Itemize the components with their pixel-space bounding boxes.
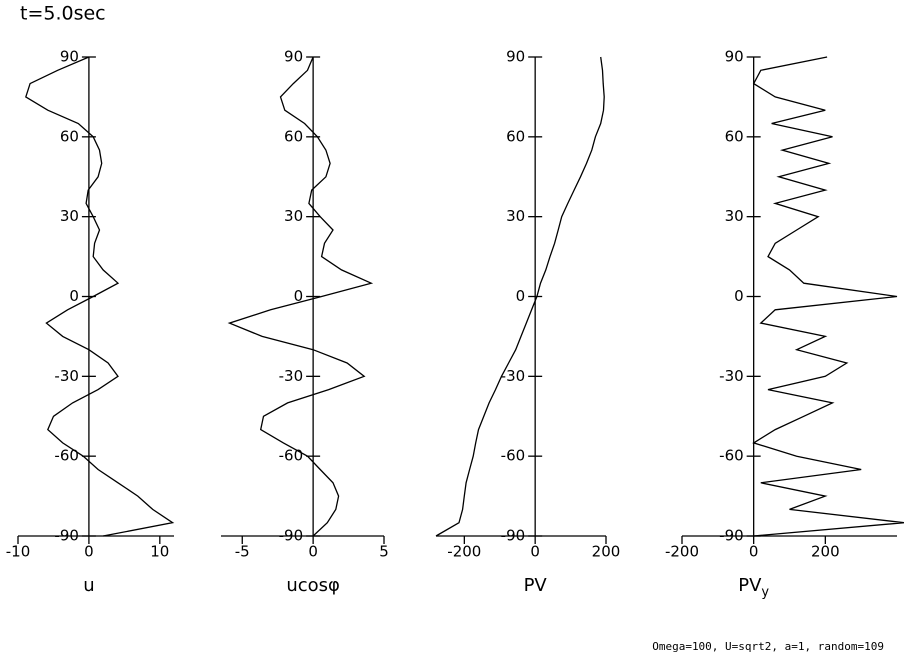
y-tick-label: -90 — [719, 527, 744, 545]
y-tick-label: 0 — [516, 287, 526, 305]
y-tick-label: 30 — [60, 207, 79, 225]
x-tick-label: -200 — [447, 543, 481, 561]
x-tick-label: 0 — [749, 543, 759, 561]
x-tick-label: 0 — [308, 543, 318, 561]
y-tick-label: -90 — [501, 527, 526, 545]
x-axis-label: PV — [524, 575, 548, 596]
x-axis-label: u — [83, 575, 94, 596]
y-tick-label: -30 — [501, 367, 526, 385]
profile-line — [25, 56, 175, 537]
x-axis-label-text: u — [83, 575, 94, 596]
y-tick-label: 60 — [725, 127, 744, 145]
x-axis-label: ucosφ — [286, 575, 340, 596]
x-tick-label: 200 — [811, 543, 840, 561]
y-tick-label: 60 — [284, 127, 303, 145]
x-axis-label: PVy — [738, 575, 769, 600]
y-tick-label: 30 — [506, 207, 525, 225]
y-tick-label: 90 — [725, 48, 744, 66]
y-tick-label: 0 — [294, 287, 304, 305]
profile-line — [435, 56, 605, 537]
x-axis-label-text: PV — [524, 575, 548, 596]
y-tick-label: 60 — [60, 127, 79, 145]
x-tick-label: -5 — [235, 543, 250, 561]
y-tick-label: -60 — [279, 447, 304, 465]
x-tick-label: 5 — [379, 543, 389, 561]
y-tick-label: -60 — [719, 447, 744, 465]
y-tick-label: -60 — [54, 447, 79, 465]
profile-line — [227, 56, 374, 537]
x-tick-label: 200 — [592, 543, 621, 561]
y-tick-label: -60 — [501, 447, 526, 465]
x-axis-label-text: ucosφ — [286, 575, 340, 596]
chart-title: t=5.0sec — [20, 3, 106, 25]
y-tick-label: 0 — [69, 287, 79, 305]
y-tick-label: 0 — [734, 287, 744, 305]
y-tick-label: -30 — [54, 367, 79, 385]
y-tick-label: -90 — [54, 527, 79, 545]
x-tick-label: 0 — [530, 543, 540, 561]
x-tick-label: -10 — [6, 543, 31, 561]
y-tick-label: 30 — [284, 207, 303, 225]
y-tick-label: 90 — [506, 48, 525, 66]
x-tick-label: 0 — [84, 543, 94, 561]
x-axis-label-subscript: y — [761, 585, 769, 600]
y-tick-label: 30 — [725, 207, 744, 225]
x-tick-label: 10 — [150, 543, 169, 561]
profile-line — [752, 56, 904, 537]
y-tick-label: -90 — [279, 527, 304, 545]
x-axis-label-text: PV — [738, 575, 762, 596]
y-tick-label: 90 — [60, 48, 79, 66]
x-tick-label: -200 — [665, 543, 699, 561]
y-tick-label: 90 — [284, 48, 303, 66]
y-tick-label: 60 — [506, 127, 525, 145]
y-tick-label: -30 — [719, 367, 744, 385]
y-tick-label: -30 — [279, 367, 304, 385]
footnote: Omega=100, U=sqrt2, a=1, random=109 — [652, 640, 884, 653]
